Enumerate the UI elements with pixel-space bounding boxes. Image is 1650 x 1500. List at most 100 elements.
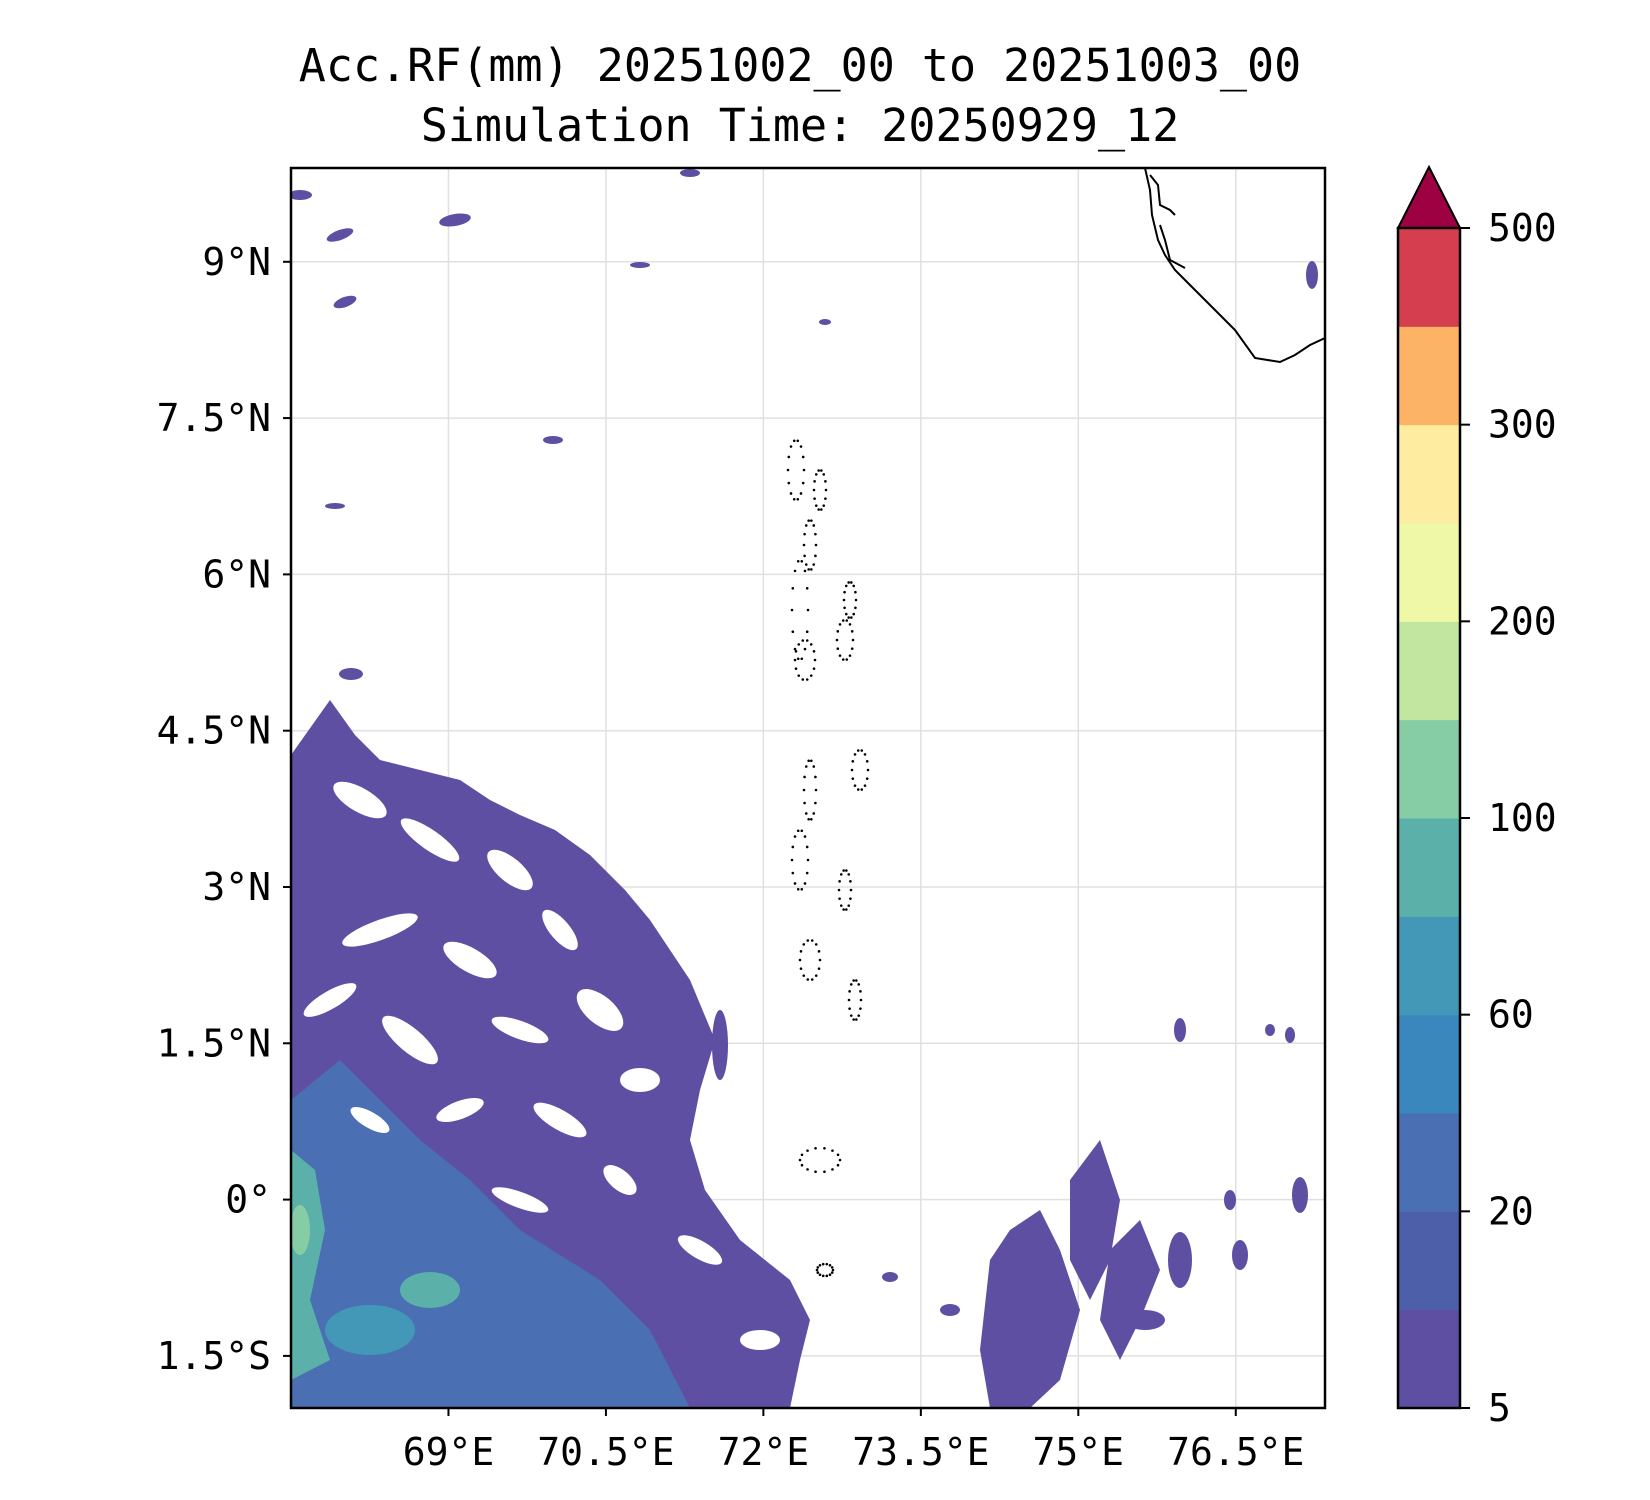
atoll-dot <box>802 788 806 792</box>
coastline-india-detail <box>1149 174 1186 269</box>
colorbar: 5 20 60 100 200 300 500 <box>1396 164 1557 1430</box>
atoll-dot <box>849 880 852 883</box>
colorbar-tick-label: 200 <box>1488 599 1557 643</box>
rain-gaps <box>303 781 780 1350</box>
atoll-dot <box>810 978 814 981</box>
lon-tick-label: 70.5°E <box>537 1430 674 1474</box>
rain-core-peak <box>291 1205 310 1255</box>
atoll-dot <box>791 587 795 590</box>
atoll-dot <box>800 559 804 563</box>
atoll-dot <box>807 759 810 763</box>
colorbar-segment <box>1398 1309 1460 1409</box>
colorbar-tick-label: 300 <box>1488 403 1557 447</box>
atoll-dot <box>849 1014 853 1017</box>
atoll-dot <box>863 753 867 756</box>
atoll-dot <box>841 658 845 661</box>
longitude-ticks: 69°E 70.5°E 72°E 73.5°E 75°E 76.5°E <box>403 1408 1304 1474</box>
atoll-dot <box>831 1268 835 1272</box>
atoll-dot <box>812 488 816 492</box>
atoll-dot <box>836 647 840 650</box>
atoll-dot <box>850 616 853 619</box>
atoll-dot <box>824 480 827 483</box>
atoll-dot <box>803 835 807 838</box>
atoll-dot <box>812 650 816 653</box>
atoll-dot <box>820 469 823 472</box>
rain-patches-southeast <box>712 1010 1308 1408</box>
atoll-dot <box>809 674 813 677</box>
atoll-dot <box>853 784 857 787</box>
lat-tick-label: 9°N <box>202 240 271 284</box>
atoll-dot <box>814 788 818 792</box>
atoll-dot <box>799 950 803 953</box>
atoll-dot <box>859 998 863 1002</box>
atoll-dot <box>803 775 806 779</box>
atoll-dot <box>841 619 845 622</box>
colorbar-segment <box>1398 719 1460 819</box>
atoll-dot <box>792 497 796 501</box>
atoll-dot <box>804 765 808 768</box>
atoll-dot <box>838 897 841 900</box>
atoll-dot <box>821 1274 825 1278</box>
atoll-dot <box>813 480 816 483</box>
latitude-ticks: 9°N 7.5°N 6°N 4.5°N 3°N 1.5°N 0° 1.5°S <box>157 240 291 1378</box>
atoll-dot <box>839 904 843 907</box>
atoll-dot <box>804 563 808 566</box>
atoll-dot <box>815 1268 819 1272</box>
atoll-dot <box>852 1018 855 1021</box>
atoll-dot <box>854 590 857 594</box>
atoll-dot <box>838 880 841 883</box>
atoll-dot <box>814 943 818 946</box>
atoll-dot <box>812 812 816 815</box>
atoll-dot <box>800 657 804 661</box>
atoll-dot <box>837 888 841 892</box>
atoll-dot <box>857 983 861 986</box>
atoll-dot <box>814 504 818 507</box>
rain-core-heavy-3 <box>400 1272 460 1308</box>
atoll-dot <box>803 801 806 805</box>
atoll-dot <box>800 829 804 833</box>
atoll-dot <box>814 1147 817 1150</box>
lon-tick-label: 76.5°E <box>1167 1430 1304 1474</box>
atoll-dot <box>847 998 851 1002</box>
atoll-dot <box>816 1266 820 1269</box>
atoll-dot <box>843 606 846 610</box>
atoll-dot <box>803 554 806 558</box>
atoll-dot <box>851 638 855 642</box>
colorbar-tick-label: 60 <box>1488 993 1534 1037</box>
colorbar-segment <box>1398 1113 1460 1212</box>
atoll-dot <box>814 554 817 558</box>
atoll-dot <box>817 469 820 472</box>
atoll-dot <box>842 598 846 602</box>
atoll-dot <box>806 1168 809 1171</box>
atoll-dot <box>844 612 848 616</box>
atoll-dot <box>830 1266 834 1269</box>
atoll-dot <box>847 581 850 584</box>
atoll-dot <box>865 760 869 763</box>
atoll-dot <box>799 445 803 448</box>
atoll-dot <box>813 658 817 662</box>
atoll-dot <box>803 532 806 536</box>
coastline-india <box>1144 168 1325 364</box>
atoll-dot <box>863 784 867 787</box>
atoll-dot <box>789 492 793 495</box>
atoll-dot <box>806 978 810 981</box>
colorbar-segments <box>1398 228 1460 1409</box>
atoll-dot <box>799 967 803 970</box>
atoll-dot <box>799 492 803 495</box>
atoll-dot <box>801 678 805 681</box>
atoll-dot <box>793 569 797 573</box>
colorbar-segment <box>1398 621 1460 721</box>
atoll-dot <box>805 630 809 633</box>
atoll-dot <box>807 817 810 821</box>
lon-tick-label: 75°E <box>1033 1430 1125 1474</box>
atoll-dot <box>796 657 800 661</box>
atoll-dot <box>845 869 848 872</box>
atoll-dot <box>802 468 806 472</box>
colorbar-segment <box>1398 424 1460 524</box>
atoll-dot <box>836 1153 840 1157</box>
atoll-dot <box>812 667 816 670</box>
atoll-dot <box>847 873 851 876</box>
atoll-dot <box>796 497 800 501</box>
atoll-dot <box>817 508 820 511</box>
atoll-dot <box>818 1273 822 1276</box>
